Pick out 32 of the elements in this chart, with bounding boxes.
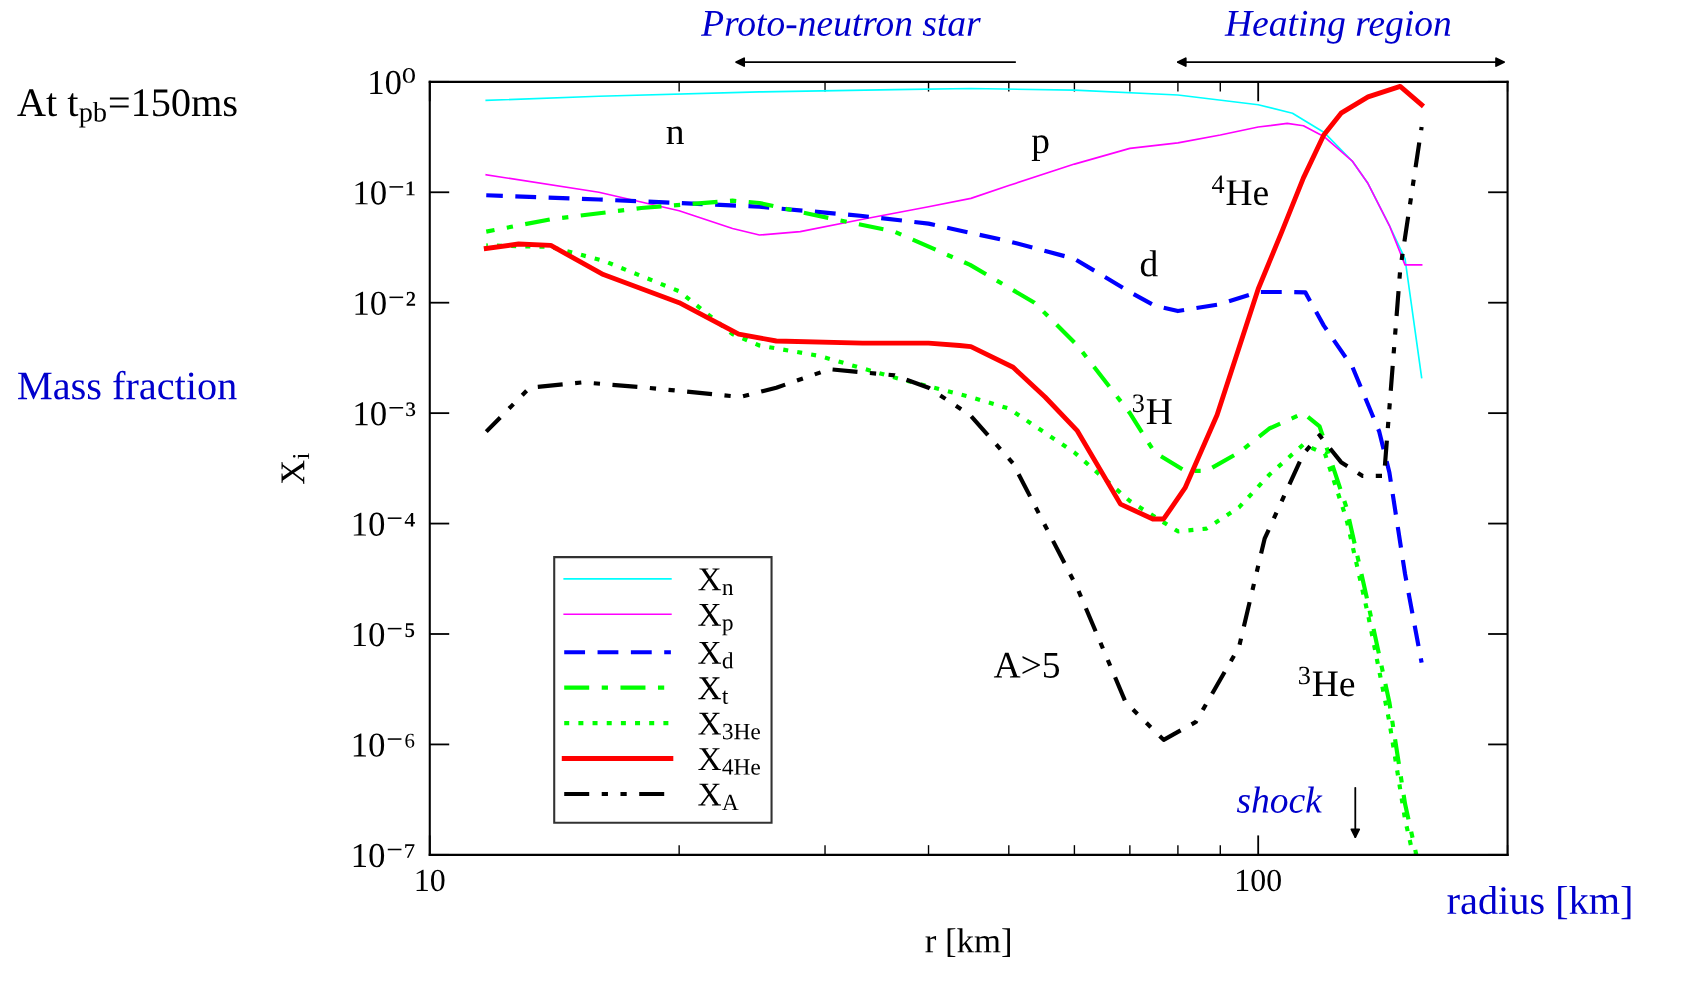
text: Proto-neutron star	[700, 11, 981, 37]
legend-label: X$_{p}$	[698, 603, 733, 636]
x-axis-title: r [km]	[925, 928, 1010, 958]
annotation: n	[666, 126, 684, 145]
annotation: A>5	[993, 652, 1060, 678]
text: Mass fraction	[18, 370, 237, 400]
legend-label: X$_{n}$	[698, 568, 734, 595]
y-tick-label: 10⁻³	[355, 402, 416, 426]
annotation: $^{4}$He	[1211, 175, 1268, 206]
annotation: $^{3}$He	[1299, 666, 1355, 697]
legend-label: X$_{d}$	[698, 641, 734, 669]
annotation: p	[1031, 135, 1049, 161]
text: At t$_{pb}$=150ms	[17, 89, 237, 128]
y-tick-label: 10⁻⁷	[353, 843, 415, 868]
y-tick-label: 10⁰	[370, 68, 415, 95]
x-tick-label: 100	[1237, 869, 1281, 892]
y-tick-label: 10⁻⁶	[353, 733, 415, 757]
x-tick-label: 10	[416, 869, 445, 892]
legend-label: X$_{3He}$	[698, 712, 760, 740]
text: radius [km]	[1447, 885, 1631, 920]
text: Heating region	[1224, 10, 1451, 44]
legend-label: X$_{A}$	[698, 783, 739, 811]
y-axis-title: X$_{i}$	[281, 453, 310, 485]
y-tick-label: 10⁻⁴	[353, 512, 415, 536]
y-tick-label: 10⁻⁵	[353, 622, 415, 647]
y-tick-label: 10⁻²	[355, 291, 416, 316]
legend-label: X$_{t}$	[698, 677, 729, 704]
annotation: d	[1140, 250, 1158, 277]
y-tick-label: 10⁻¹	[355, 181, 415, 205]
legend-label: X$_{4He}$	[698, 748, 760, 775]
annotation: $^{3}$H	[1133, 394, 1172, 424]
annotation: shock	[1236, 786, 1323, 813]
